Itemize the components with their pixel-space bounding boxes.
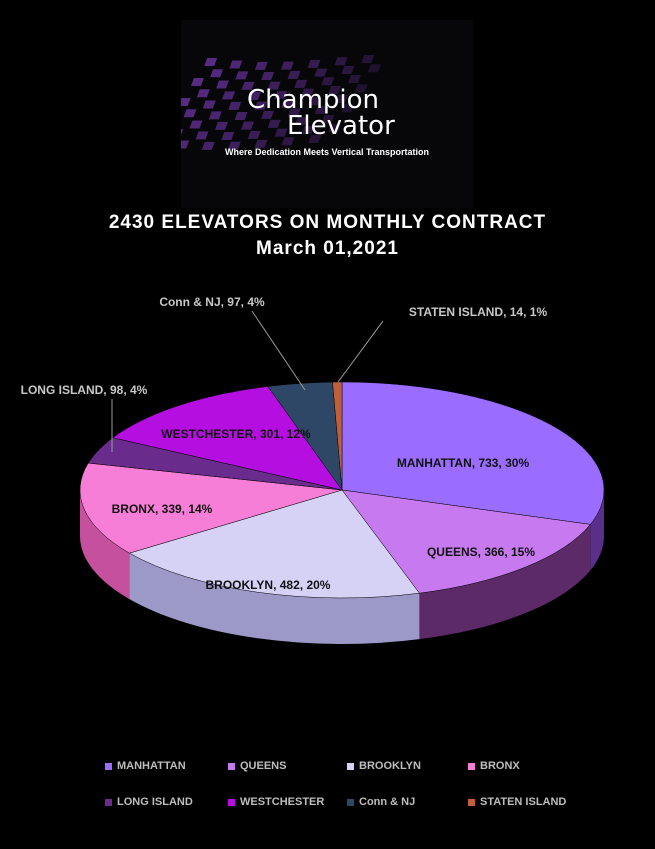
legend-item: WESTCHESTER: [228, 796, 324, 808]
legend: MANHATTAN QUEENS BROOKLYN BRONX LONG ISLAND W…: [0, 758, 655, 818]
pie-slice: [79, 462, 343, 554]
data-label: BRONX, 339, 14%: [112, 502, 213, 516]
data-label: BROOKLYN, 482, 20%: [206, 578, 331, 592]
legend-item: Conn & NJ: [347, 796, 415, 808]
pie-slice-side: [80, 490, 130, 600]
leader-line: [251, 310, 306, 391]
pie-slice: [341, 381, 605, 525]
legend-label: Conn & NJ: [359, 796, 416, 808]
logo-line1: Champion: [247, 85, 379, 115]
legend-swatch: [105, 798, 112, 806]
chart-title: 2430 ELEVATORS ON MONTHLY CONTRACT: [108, 212, 547, 233]
legend-swatch: [468, 798, 475, 806]
leader-line: [337, 320, 384, 383]
pie-slice: [112, 386, 343, 491]
pie-slice-side: [590, 490, 604, 571]
legend-item: STATEN ISLAND: [468, 796, 566, 808]
legend-label: MANHATTAN: [117, 760, 186, 772]
pie-slice: [341, 489, 591, 594]
legend-swatch: [347, 762, 354, 770]
data-label: WESTCHESTER, 301, 12%: [161, 427, 311, 441]
legend-label: STATEN ISLAND: [480, 796, 567, 808]
legend-item: QUEENS: [228, 760, 286, 772]
legend-label: BRONX: [480, 760, 520, 772]
legend-swatch: [228, 798, 235, 806]
logo-panel: Champion Elevator Where Dedication Meets…: [151, 20, 473, 208]
data-label: LONG ISLAND, 98, 4%: [21, 383, 148, 397]
legend-label: WESTCHESTER: [240, 796, 325, 808]
legend-item: LONG ISLAND: [105, 796, 193, 808]
legend-label: QUEENS: [240, 760, 287, 772]
data-label: Conn & NJ, 97, 4%: [159, 295, 265, 309]
data-label: STATEN ISLAND, 14, 1%: [409, 305, 548, 319]
legend-swatch: [228, 762, 235, 770]
data-label: MANHATTAN, 733, 30%: [397, 456, 530, 470]
pie-slice: [332, 381, 343, 491]
logo-line2: Elevator: [287, 111, 395, 141]
legend-swatch: [105, 762, 112, 770]
legend-label: LONG ISLAND: [117, 796, 193, 808]
data-label: QUEENS, 366, 15%: [427, 545, 535, 559]
legend-item: BRONX: [468, 760, 520, 772]
legend-item: BROOKLYN: [347, 760, 421, 772]
legend-item: MANHATTAN: [105, 760, 186, 772]
chart-subtitle: March 01,2021: [256, 238, 399, 259]
pie-slice-side: [419, 524, 591, 640]
pie-slice-side: [129, 553, 420, 645]
legend-swatch: [468, 762, 475, 770]
pie-slice: [128, 489, 420, 599]
legend-label: BROOKLYN: [359, 760, 421, 772]
logo-tagline: Where Dedication Meets Vertical Transpor…: [225, 147, 429, 157]
legend-swatch: [347, 798, 354, 806]
